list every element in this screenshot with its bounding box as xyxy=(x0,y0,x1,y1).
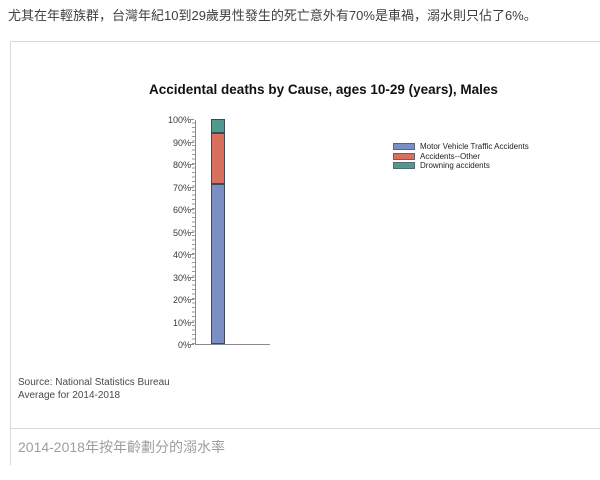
y-major-tick xyxy=(189,186,194,188)
source-note: Source: National Statistics Bureau Avera… xyxy=(18,376,170,402)
legend-label: Accidents--Other xyxy=(420,151,481,161)
plot-area xyxy=(192,119,270,345)
y-major-tick xyxy=(189,141,194,143)
legend-swatch xyxy=(393,152,415,160)
legend-label: Drowning accidents xyxy=(420,161,490,171)
legend-item: Drowning accidents xyxy=(393,161,529,171)
legend: Motor Vehicle Traffic Accidents Accidents… xyxy=(393,142,529,171)
y-axis-labels: 0% 10% 20% 30% 40% 50% 60% 70% 80% 90% 100% xyxy=(111,115,191,350)
legend-item: Accidents--Other xyxy=(393,152,529,162)
y-tick-label: 70% xyxy=(172,182,191,193)
legend-swatch xyxy=(393,143,415,151)
y-tick-label: 90% xyxy=(172,137,191,148)
y-major-tick xyxy=(189,164,194,165)
figure-card: Accidental deaths by Cause, ages 10-29 (… xyxy=(10,41,600,466)
y-tick-label: 50% xyxy=(172,227,191,238)
stacked-bar xyxy=(211,119,225,344)
y-major-tick xyxy=(189,119,194,120)
y-tick-label: 60% xyxy=(172,205,191,215)
y-major-tick xyxy=(189,276,194,278)
y-tick-label: 20% xyxy=(172,295,191,305)
chart-title: Accidental deaths by Cause, ages 10-29 (… xyxy=(149,82,498,97)
y-tick-label: 80% xyxy=(172,160,191,170)
chart-figure: Accidental deaths by Cause, ages 10-29 (… xyxy=(11,42,600,428)
source-line-2: Average for 2014-2018 xyxy=(18,390,121,401)
caption-bar: 2014-2018年按年齡劃分的溺水率 xyxy=(11,428,600,466)
bar-segment-drowning-accidents xyxy=(211,119,225,133)
legend-swatch xyxy=(393,162,415,170)
y-major-tick xyxy=(189,321,194,323)
y-tick-label: 10% xyxy=(172,317,191,328)
legend-item: Motor Vehicle Traffic Accidents xyxy=(393,142,529,152)
y-major-tick xyxy=(189,344,194,345)
y-tick-label: 0% xyxy=(177,340,191,350)
y-axis-minor-ticks xyxy=(192,119,195,344)
y-major-tick xyxy=(189,299,194,300)
legend-label: Motor Vehicle Traffic Accidents xyxy=(420,142,529,152)
y-major-tick xyxy=(189,254,194,255)
y-tick-label: 40% xyxy=(172,250,191,260)
y-tick-label: 100% xyxy=(167,115,191,125)
caption-text: 2014-2018年按年齡劃分的溺水率 xyxy=(18,439,225,455)
intro-paragraph: 尤其在年輕族群，台灣年紀10到29歲男性發生的死亡意外有70%是車禍，溺水則只佔… xyxy=(8,8,537,23)
bar-segment-accidents-other xyxy=(211,132,225,185)
y-tick-label: 30% xyxy=(172,272,191,283)
bar-segment-motor-vehicle-traffic-accidents xyxy=(211,184,225,344)
source-line-1: Source: National Statistics Bureau xyxy=(18,377,170,388)
y-major-tick xyxy=(189,231,194,233)
y-major-tick xyxy=(189,209,194,210)
